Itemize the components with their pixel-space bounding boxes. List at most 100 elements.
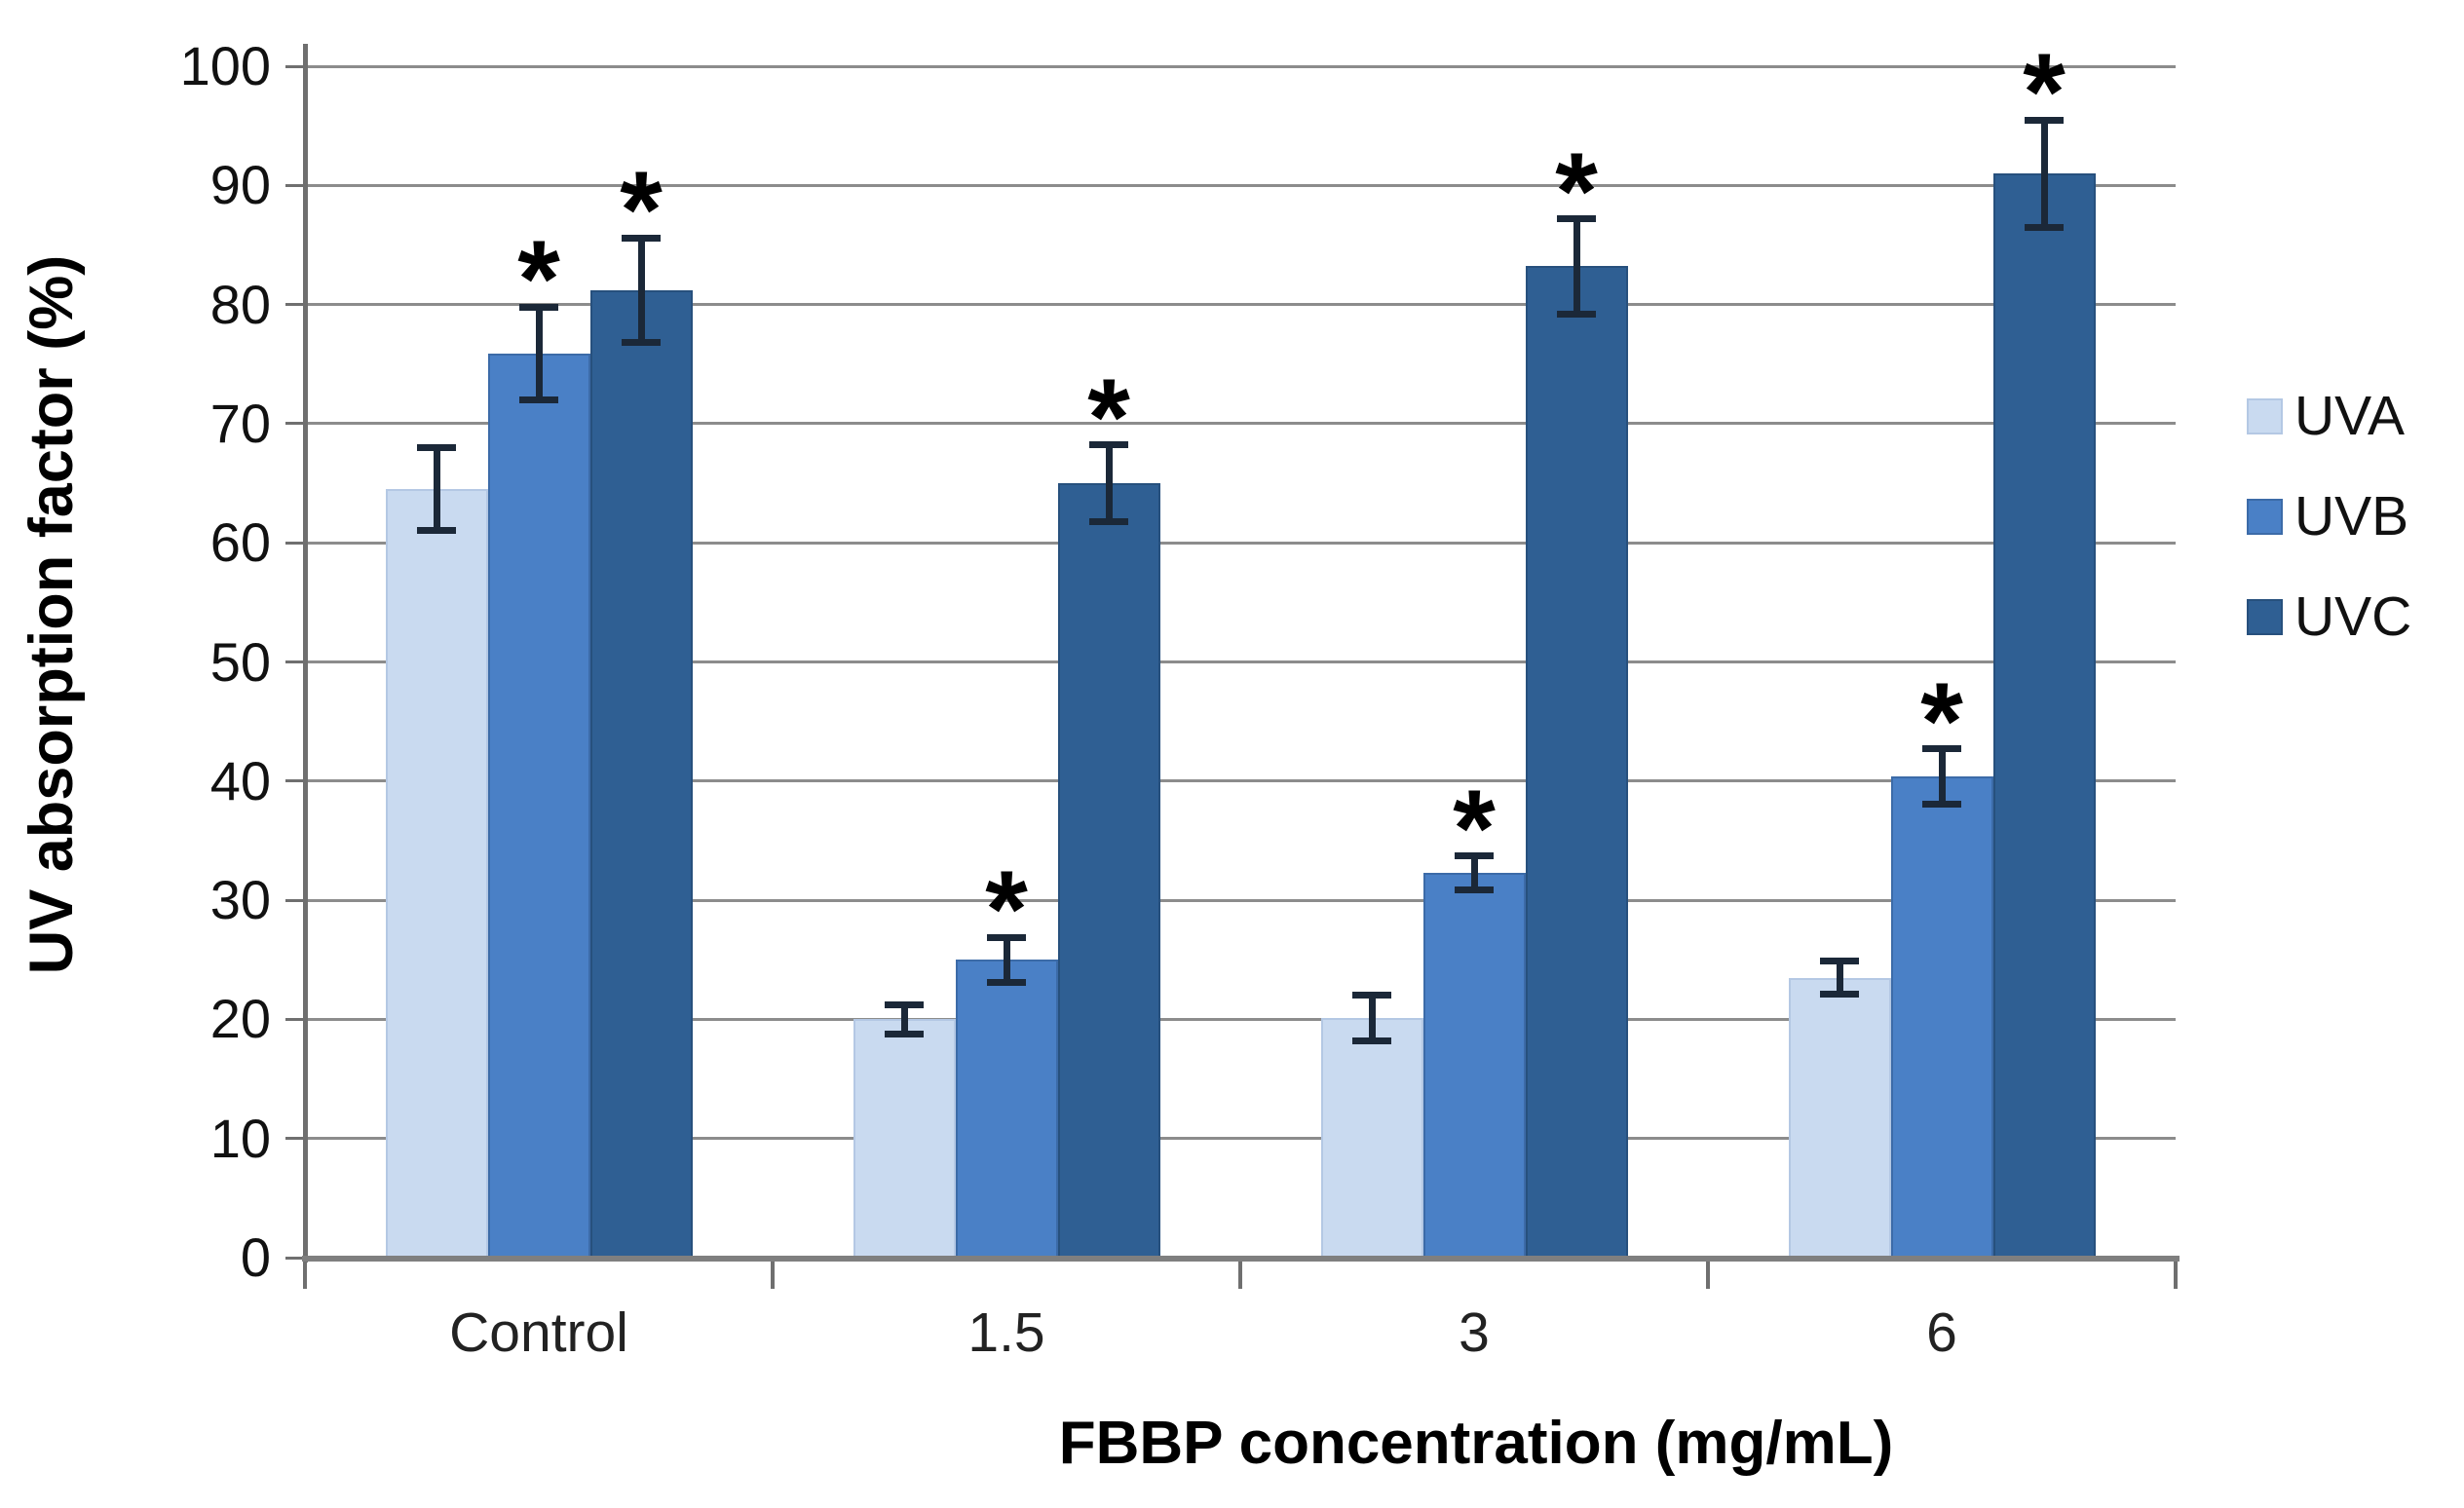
- error-cap-top-UVA-6: [1820, 957, 1859, 964]
- x-tick-label-Control: Control: [449, 1301, 628, 1364]
- bar-UVA-1.5: [853, 1019, 956, 1258]
- bar-UVA-6: [1788, 977, 1891, 1258]
- y-tick-100: [285, 64, 305, 68]
- error-bar-UVA-Control: [433, 447, 440, 531]
- x-axis-line: [302, 1256, 2180, 1262]
- gridline-80: [305, 303, 2176, 307]
- significance-asterisk-UVC-3: *: [1555, 130, 1598, 252]
- gridline-20: [305, 1017, 2176, 1021]
- y-tick-label-40: 40: [209, 749, 271, 811]
- y-tick-80: [285, 303, 305, 307]
- x-tick-label-1.5: 1.5: [967, 1301, 1045, 1364]
- x-axis-tick-2: [1238, 1258, 1242, 1289]
- error-cap-top-UVA-1.5: [885, 1001, 924, 1009]
- significance-asterisk-UVB-Control: *: [517, 218, 560, 341]
- error-cap-bottom-UVC-Control: [622, 339, 661, 347]
- bar-UVA-Control: [385, 489, 488, 1258]
- y-tick-70: [285, 422, 305, 426]
- bar-UVC-Control: [589, 289, 693, 1258]
- error-bar-UVC-1.5: [1105, 444, 1113, 522]
- y-tick-10: [285, 1137, 305, 1141]
- y-tick-40: [285, 779, 305, 783]
- bar-UVB-6: [1890, 775, 1993, 1258]
- error-cap-top-UVC-Control: [622, 234, 661, 242]
- y-tick-label-30: 30: [209, 869, 271, 931]
- y-tick-label-90: 90: [209, 154, 271, 216]
- y-tick-label-100: 100: [179, 35, 271, 96]
- error-cap-bottom-UVC-6: [2025, 223, 2064, 231]
- x-axis-tick-4: [2174, 1258, 2178, 1289]
- gridline-30: [305, 898, 2176, 902]
- error-cap-bottom-UVC-3: [1557, 310, 1596, 318]
- error-cap-top-UVC-3: [1557, 215, 1596, 223]
- error-cap-top-UVB-Control: [519, 303, 558, 311]
- y-tick-label-50: 50: [209, 630, 271, 693]
- bar-UVC-1.5: [1057, 483, 1160, 1258]
- error-bar-UVC-3: [1573, 218, 1580, 315]
- error-cap-bottom-UVA-6: [1820, 991, 1859, 999]
- bar-UVB-1.5: [955, 960, 1058, 1258]
- error-cap-top-UVB-3: [1455, 852, 1494, 860]
- error-bar-UVB-3: [1470, 855, 1478, 890]
- bar-UVC-3: [1525, 266, 1628, 1258]
- legend-label-UVB: UVB: [2294, 485, 2409, 547]
- error-bar-UVB-1.5: [1003, 937, 1010, 983]
- error-cap-top-UVB-6: [1922, 745, 1961, 753]
- error-cap-bottom-UVB-Control: [519, 396, 558, 403]
- bar-UVB-3: [1422, 872, 1526, 1258]
- gridline-100: [305, 64, 2176, 68]
- error-cap-bottom-UVA-1.5: [885, 1030, 924, 1037]
- legend-label-UVA: UVA: [2294, 385, 2405, 447]
- y-tick-0: [285, 1256, 305, 1260]
- y-tick-label-0: 0: [240, 1226, 271, 1288]
- y-tick-60: [285, 541, 305, 545]
- gridline-50: [305, 660, 2176, 663]
- y-tick-label-60: 60: [209, 511, 271, 574]
- error-bar-UVB-6: [1938, 748, 1946, 805]
- significance-asterisk-UVC-6: *: [2023, 31, 2066, 154]
- error-cap-top-UVC-6: [2025, 116, 2064, 124]
- bar-UVC-6: [1992, 173, 2096, 1258]
- legend-swatch-UVC: [2247, 598, 2283, 635]
- y-axis-line: [303, 44, 308, 1263]
- legend-item-UVB: UVB: [2247, 482, 2408, 550]
- gridline-90: [305, 183, 2176, 187]
- x-tick-label-3: 3: [1459, 1301, 1490, 1364]
- error-cap-top-UVB-1.5: [987, 933, 1026, 941]
- error-bar-UVA-6: [1836, 961, 1843, 995]
- y-tick-label-20: 20: [209, 988, 271, 1050]
- legend-label-UVC: UVC: [2294, 585, 2412, 648]
- significance-asterisk-UVB-3: *: [1453, 767, 1496, 889]
- error-cap-bottom-UVA-Control: [417, 527, 456, 535]
- error-cap-top-UVA-3: [1352, 992, 1391, 999]
- error-cap-bottom-UVC-1.5: [1089, 517, 1128, 525]
- error-cap-bottom-UVB-3: [1455, 886, 1494, 893]
- error-cap-bottom-UVB-1.5: [987, 978, 1026, 986]
- y-tick-label-80: 80: [209, 273, 271, 335]
- x-axis-tick-3: [1706, 1258, 1710, 1289]
- y-tick-30: [285, 898, 305, 902]
- error-bar-UVB-Control: [535, 307, 543, 400]
- x-axis-tick-0: [303, 1258, 307, 1289]
- significance-asterisk-UVC-1.5: *: [1087, 356, 1130, 478]
- legend-swatch-UVB: [2247, 498, 2283, 535]
- gridline-60: [305, 541, 2176, 545]
- legend-item-UVC: UVC: [2247, 583, 2411, 651]
- x-axis-tick-1: [771, 1258, 775, 1289]
- legend-swatch-UVA: [2247, 397, 2283, 434]
- error-bar-UVA-1.5: [900, 1004, 908, 1035]
- x-tick-label-6: 6: [1926, 1301, 1957, 1364]
- error-bar-UVC-6: [2040, 120, 2048, 228]
- significance-asterisk-UVB-6: *: [1920, 660, 1963, 782]
- bar-UVA-3: [1320, 1018, 1423, 1258]
- y-tick-50: [285, 660, 305, 663]
- gridline-10: [305, 1137, 2176, 1141]
- error-bar-UVA-3: [1368, 995, 1376, 1041]
- error-cap-bottom-UVB-6: [1922, 800, 1961, 808]
- x-axis-title: FBBP concentration (mg/mL): [1058, 1410, 1894, 1477]
- error-bar-UVC-Control: [637, 238, 645, 343]
- error-cap-bottom-UVA-3: [1352, 1037, 1391, 1044]
- legend-item-UVA: UVA: [2247, 382, 2405, 450]
